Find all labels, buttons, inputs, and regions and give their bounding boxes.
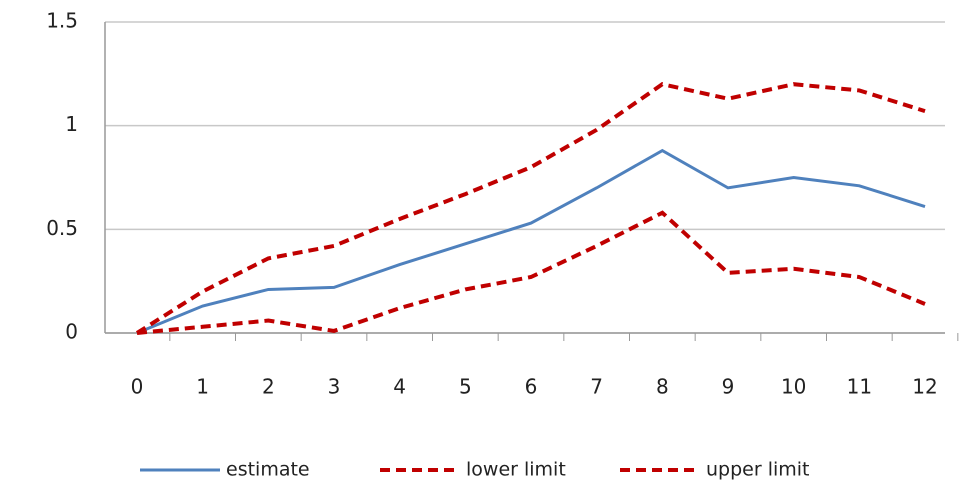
x-tick-label: 11 [847, 375, 872, 399]
series-line [136, 148, 926, 335]
x-tick-label: 6 [525, 375, 538, 399]
x-tick-label: 10 [781, 375, 806, 399]
y-tick-label: 0.5 [46, 216, 78, 240]
legend: estimate lower limit upper limit [140, 459, 810, 481]
legend-label: upper limit [706, 459, 810, 481]
x-tick-label: 1 [196, 375, 209, 399]
x-tick-label: 9 [722, 375, 735, 399]
x-tick-label: 4 [393, 375, 406, 399]
x-tick-label: 7 [590, 375, 603, 399]
series-line [135, 82, 926, 335]
x-tick-label: 8 [656, 375, 669, 399]
x-tick-label: 3 [328, 375, 341, 399]
x-tick-label: 12 [912, 375, 937, 399]
x-tick-label: 0 [131, 375, 144, 399]
legend-label: estimate [226, 459, 310, 481]
legend-label: lower limit [466, 459, 566, 481]
x-tick-label: 2 [262, 375, 275, 399]
x-tick-label: 5 [459, 375, 472, 399]
y-tick-label: 0 [65, 320, 78, 344]
series-line [136, 210, 926, 335]
y-tick-label: 1 [65, 112, 78, 136]
y-tick-label: 1.5 [46, 9, 78, 33]
